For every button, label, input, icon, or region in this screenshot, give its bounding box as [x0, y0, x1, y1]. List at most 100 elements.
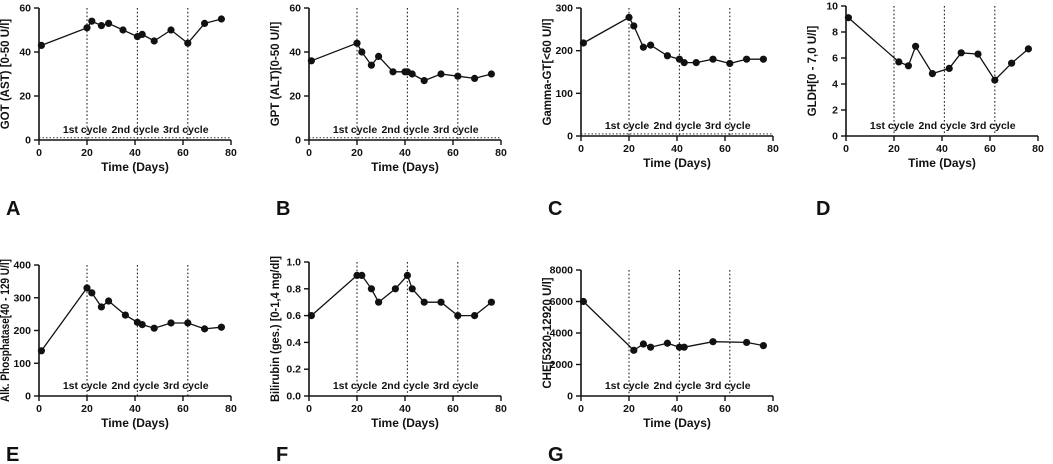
data-point: [487, 70, 495, 78]
data-point: [83, 284, 91, 292]
data-point: [201, 325, 209, 333]
series-line: [847, 17, 1029, 82]
x-tick-label: 40: [129, 147, 141, 159]
y-tick-label: 100: [13, 358, 31, 370]
data-point: [420, 77, 428, 85]
x-axis-title: Time (Days): [643, 156, 711, 170]
data-point: [121, 311, 129, 319]
data-point: [150, 324, 158, 332]
x-tick-label: 80: [495, 403, 507, 415]
data-point: [105, 297, 113, 305]
cycle-label: 2nd cycle: [381, 124, 429, 136]
y-tick-label: 200: [555, 45, 573, 57]
cycle-label: 3rd cycle: [970, 120, 1016, 132]
y-tick-label: 40: [19, 47, 31, 59]
data-point: [97, 22, 105, 30]
data-point: [307, 57, 315, 65]
data-point: [709, 338, 717, 346]
data-point: [105, 19, 113, 27]
x-tick-label: 0: [843, 143, 849, 155]
chart-panel-f: 0.0 0.2 0.4 0.6 0.8 1.0 0 20 40 60 80 Time (Days) Bi…: [270, 256, 507, 464]
x-tick-label: 60: [177, 403, 189, 415]
x-tick-label: 80: [1032, 143, 1044, 155]
data-point: [217, 323, 225, 331]
data-point: [639, 43, 648, 51]
data-point: [692, 59, 700, 67]
y-tick-label: 6000: [550, 296, 574, 308]
data-point: [647, 343, 655, 351]
cycle-label: 3rd cycle: [433, 124, 479, 136]
data-point: [367, 285, 375, 293]
data-point: [709, 55, 717, 63]
cycle-label: 3rd cycle: [163, 124, 209, 136]
cycle-label: 3rd cycle: [433, 380, 479, 392]
data-point: [184, 319, 192, 327]
data-point: [420, 298, 428, 306]
x-tick-label: 60: [447, 147, 459, 159]
data-point: [471, 74, 479, 82]
x-tick-label: 60: [177, 147, 189, 159]
x-tick-label: 40: [671, 403, 683, 415]
x-axis-title: Time (Days): [101, 160, 169, 174]
data-point: [138, 321, 146, 329]
panel-letter-e: E: [6, 444, 19, 464]
data-point: [119, 26, 127, 34]
x-tick-label: 80: [767, 143, 779, 155]
data-point: [437, 70, 445, 78]
data-point: [630, 346, 638, 354]
cycle-label: 3rd cycle: [163, 380, 209, 392]
y-tick-label: 40: [289, 47, 301, 59]
x-axis-title: Time (Days): [908, 156, 976, 170]
data-point: [375, 52, 383, 61]
y-tick-label: 20: [19, 91, 31, 103]
x-tick-label: 20: [351, 403, 363, 415]
y-axis-title: Gamma-GT[<60 U/l]: [542, 18, 554, 125]
x-tick-label: 20: [81, 147, 93, 159]
data-point: [454, 72, 462, 80]
x-tick-label: 60: [719, 143, 731, 155]
cycle-label: 2nd cycle: [381, 380, 429, 392]
y-tick-label: 8: [832, 27, 838, 39]
series-line: [40, 286, 222, 352]
data-point: [647, 41, 655, 49]
data-point: [487, 298, 495, 306]
y-tick-label: 0: [295, 135, 301, 147]
y-tick-label: 0: [832, 131, 838, 143]
data-point: [375, 298, 383, 306]
x-axis-title: Time (Days): [371, 416, 439, 430]
data-point: [1008, 59, 1016, 67]
data-point: [217, 15, 225, 23]
x-tick-label: 60: [984, 143, 996, 155]
data-point: [201, 19, 209, 27]
y-tick-label: 2: [832, 105, 838, 117]
y-axis-title: CHE[5320-12920 U/l]: [542, 277, 554, 388]
cycle-label: 1st cycle: [63, 380, 108, 392]
y-tick-label: 4000: [550, 328, 574, 340]
y-tick-label: 0.4: [286, 337, 301, 349]
y-tick-label: 0.6: [286, 310, 301, 322]
cycle-label: 3rd cycle: [705, 120, 751, 132]
data-point: [138, 30, 146, 38]
y-tick-label: 300: [13, 292, 31, 304]
data-point: [184, 39, 192, 47]
cycle-label: 2nd cycle: [111, 380, 159, 392]
data-point: [904, 62, 913, 70]
data-point: [1024, 45, 1032, 53]
series-line: [583, 16, 764, 65]
x-tick-label: 60: [719, 403, 731, 415]
x-tick-label: 80: [767, 403, 779, 415]
x-tick-label: 20: [623, 403, 635, 415]
cycle-label: 2nd cycle: [653, 120, 701, 132]
series-line: [41, 18, 222, 47]
data-point: [403, 271, 411, 279]
cycle-label: 1st cycle: [333, 380, 378, 392]
chart-panel-a: 0 20 40 60 0 20 40 60 80 Time (Days) GOT (AST) [0-…: [0, 3, 237, 221]
cycle-label: 2nd cycle: [111, 124, 159, 136]
y-tick-label: 1.0: [286, 257, 301, 269]
data-point: [928, 70, 937, 78]
x-tick-label: 20: [888, 143, 900, 155]
data-point: [358, 48, 366, 56]
y-tick-label: 400: [13, 260, 31, 272]
y-tick-label: 0.0: [286, 391, 301, 403]
